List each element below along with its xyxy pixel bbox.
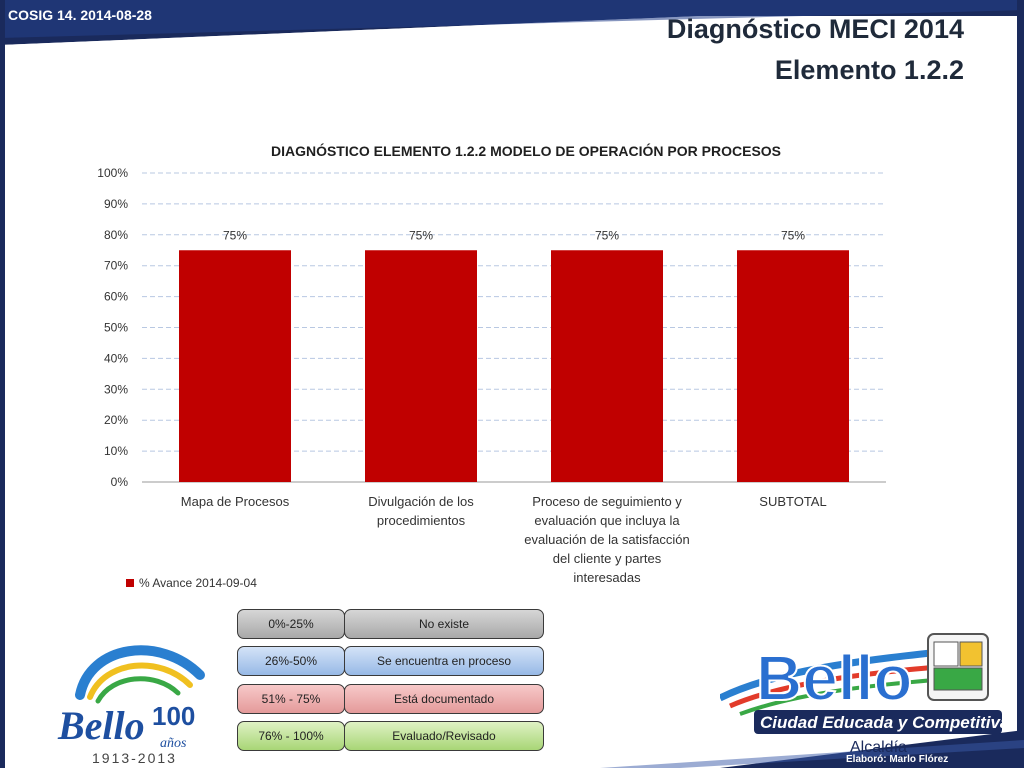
logo-left-sub: años: [160, 736, 187, 751]
scale-range-3: 76% - 100%: [237, 721, 345, 751]
data-label: 75%: [409, 228, 433, 242]
legend-label: % Avance 2014-09-04: [139, 576, 257, 590]
scale-desc-0: No existe: [344, 609, 544, 639]
bello-alcaldia-logo: Bello Ciudad Educada y Competitiva Alcal…: [720, 633, 1009, 756]
scale-range-2: 51% - 75%: [237, 684, 345, 714]
x-tick-label: Mapa de Procesos: [181, 494, 290, 509]
credit-text: Elaboró: Marlo Flórez: [846, 754, 949, 765]
scale-desc-1: Se encuentra en proceso: [344, 646, 544, 676]
x-tick-label: SUBTOTAL: [759, 494, 826, 509]
logo-left-years: 1913-2013: [92, 750, 177, 765]
y-tick-label: 50%: [104, 321, 128, 335]
y-tick-label: 30%: [104, 382, 128, 396]
x-tick-label: Proceso de seguimiento y: [532, 494, 682, 509]
x-tick-label: evaluación que incluya la: [534, 513, 680, 528]
scale-desc-3: Evaluado/Revisado: [344, 721, 544, 751]
coat-of-arms-icon: [927, 633, 989, 701]
x-tick-label: interesadas: [573, 570, 641, 585]
page-subtitle: Elemento 1.2.2: [774, 55, 964, 85]
x-tick-label: Divulgación de los: [368, 494, 474, 509]
y-tick-label: 40%: [104, 351, 128, 365]
bar: [737, 250, 849, 482]
bar: [551, 250, 663, 482]
y-tick-label: 10%: [104, 444, 128, 458]
x-tick-label: evaluación de la satisfacción: [524, 532, 690, 547]
data-label: 75%: [595, 228, 619, 242]
logo-right-sub: Alcaldía: [850, 739, 907, 756]
y-tick-label: 70%: [104, 259, 128, 273]
bar-chart: DIAGNÓSTICO ELEMENTO 1.2.2 MODELO DE OPE…: [97, 142, 886, 590]
x-tick-label: procedimientos: [377, 513, 466, 528]
data-label: 75%: [781, 228, 805, 242]
bello-100-logo: Bello 100 años 1913-2013: [57, 645, 205, 765]
y-tick-label: 20%: [104, 413, 128, 427]
logo-left-text: Bello: [57, 703, 145, 748]
x-tick-label: del cliente y partes: [553, 551, 662, 566]
scale-range-0: 0%-25%: [237, 609, 345, 639]
logo-left-number: 100: [152, 701, 195, 731]
legend-swatch: [126, 579, 134, 587]
y-tick-label: 60%: [104, 290, 128, 304]
page-title: Diagnóstico MECI 2014: [666, 14, 964, 44]
y-tick-label: 90%: [104, 197, 128, 211]
logo-right-text: Bello: [756, 642, 912, 714]
y-tick-label: 100%: [97, 166, 128, 180]
bar: [365, 250, 477, 482]
data-label: 75%: [223, 228, 247, 242]
chart-title: DIAGNÓSTICO ELEMENTO 1.2.2 MODELO DE OPE…: [271, 142, 781, 159]
scale-desc-2: Está documentado: [344, 684, 544, 714]
logo-right-slogan: Ciudad Educada y Competitiva: [760, 713, 1009, 732]
y-tick-label: 80%: [104, 228, 128, 242]
bar: [179, 250, 291, 482]
scale-range-1: 26%-50%: [237, 646, 345, 676]
y-tick-label: 0%: [111, 475, 129, 489]
header-tag: COSIG 14. 2014-08-28: [8, 7, 152, 23]
